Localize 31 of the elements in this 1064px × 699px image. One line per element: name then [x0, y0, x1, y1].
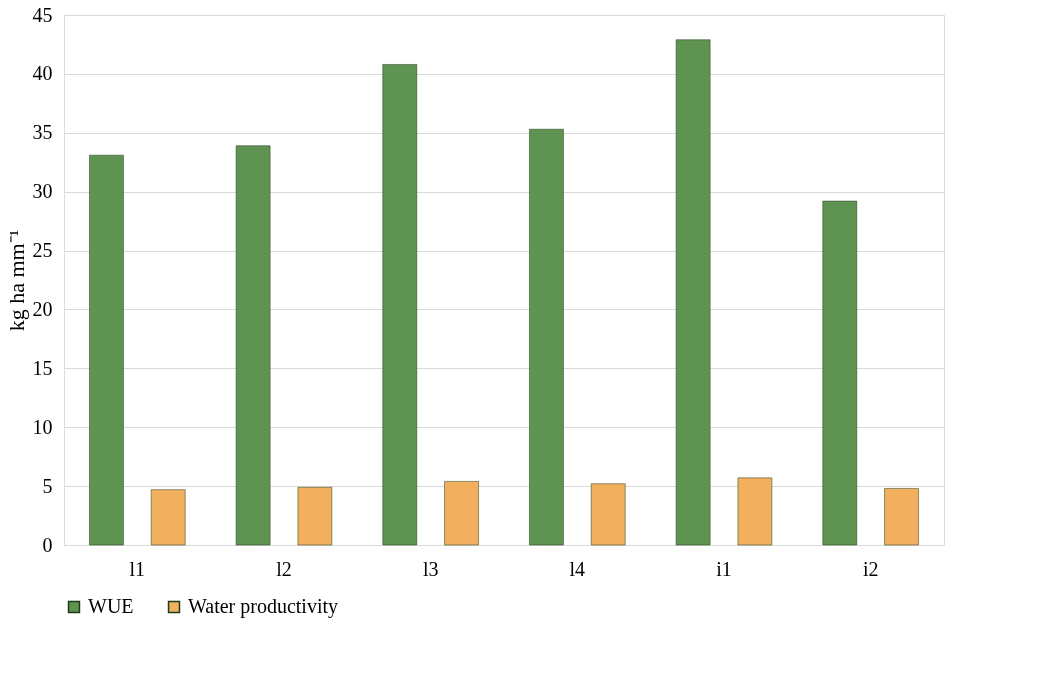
bar [822, 200, 858, 546]
y-tick-label: 35 [32, 121, 53, 144]
y-tick-label: 0 [42, 533, 53, 556]
y-axis-title: kg ha mm⁻¹ [3, 229, 29, 332]
bar [675, 39, 711, 546]
y-tick-label: 15 [32, 356, 53, 379]
y-tick-label: 40 [32, 62, 53, 85]
bar [444, 481, 479, 546]
bar [297, 487, 333, 546]
legend-label: WUE [88, 595, 134, 617]
y-tick-label: 25 [32, 239, 53, 262]
y-tick-label: 45 [32, 3, 53, 26]
bar [89, 154, 124, 546]
bar [382, 64, 418, 546]
x-tick-label: l2 [276, 557, 292, 580]
x-tick-label: i1 [716, 557, 732, 580]
y-tick-label: 5 [42, 474, 53, 497]
x-tick-label: l1 [129, 557, 146, 580]
y-tick-label: 30 [32, 180, 53, 203]
bar [235, 145, 271, 546]
x-tick-label: l4 [569, 557, 586, 580]
legend-label: Water productivity [188, 595, 339, 618]
bar [884, 488, 919, 546]
bar [150, 489, 186, 546]
bar [529, 128, 564, 546]
y-tick-label: 20 [32, 297, 53, 320]
bar [737, 477, 773, 546]
y-tick-label: 10 [32, 415, 53, 438]
x-tick-label: i2 [862, 557, 879, 580]
x-tick-label: l3 [422, 557, 439, 580]
bar [590, 483, 626, 546]
